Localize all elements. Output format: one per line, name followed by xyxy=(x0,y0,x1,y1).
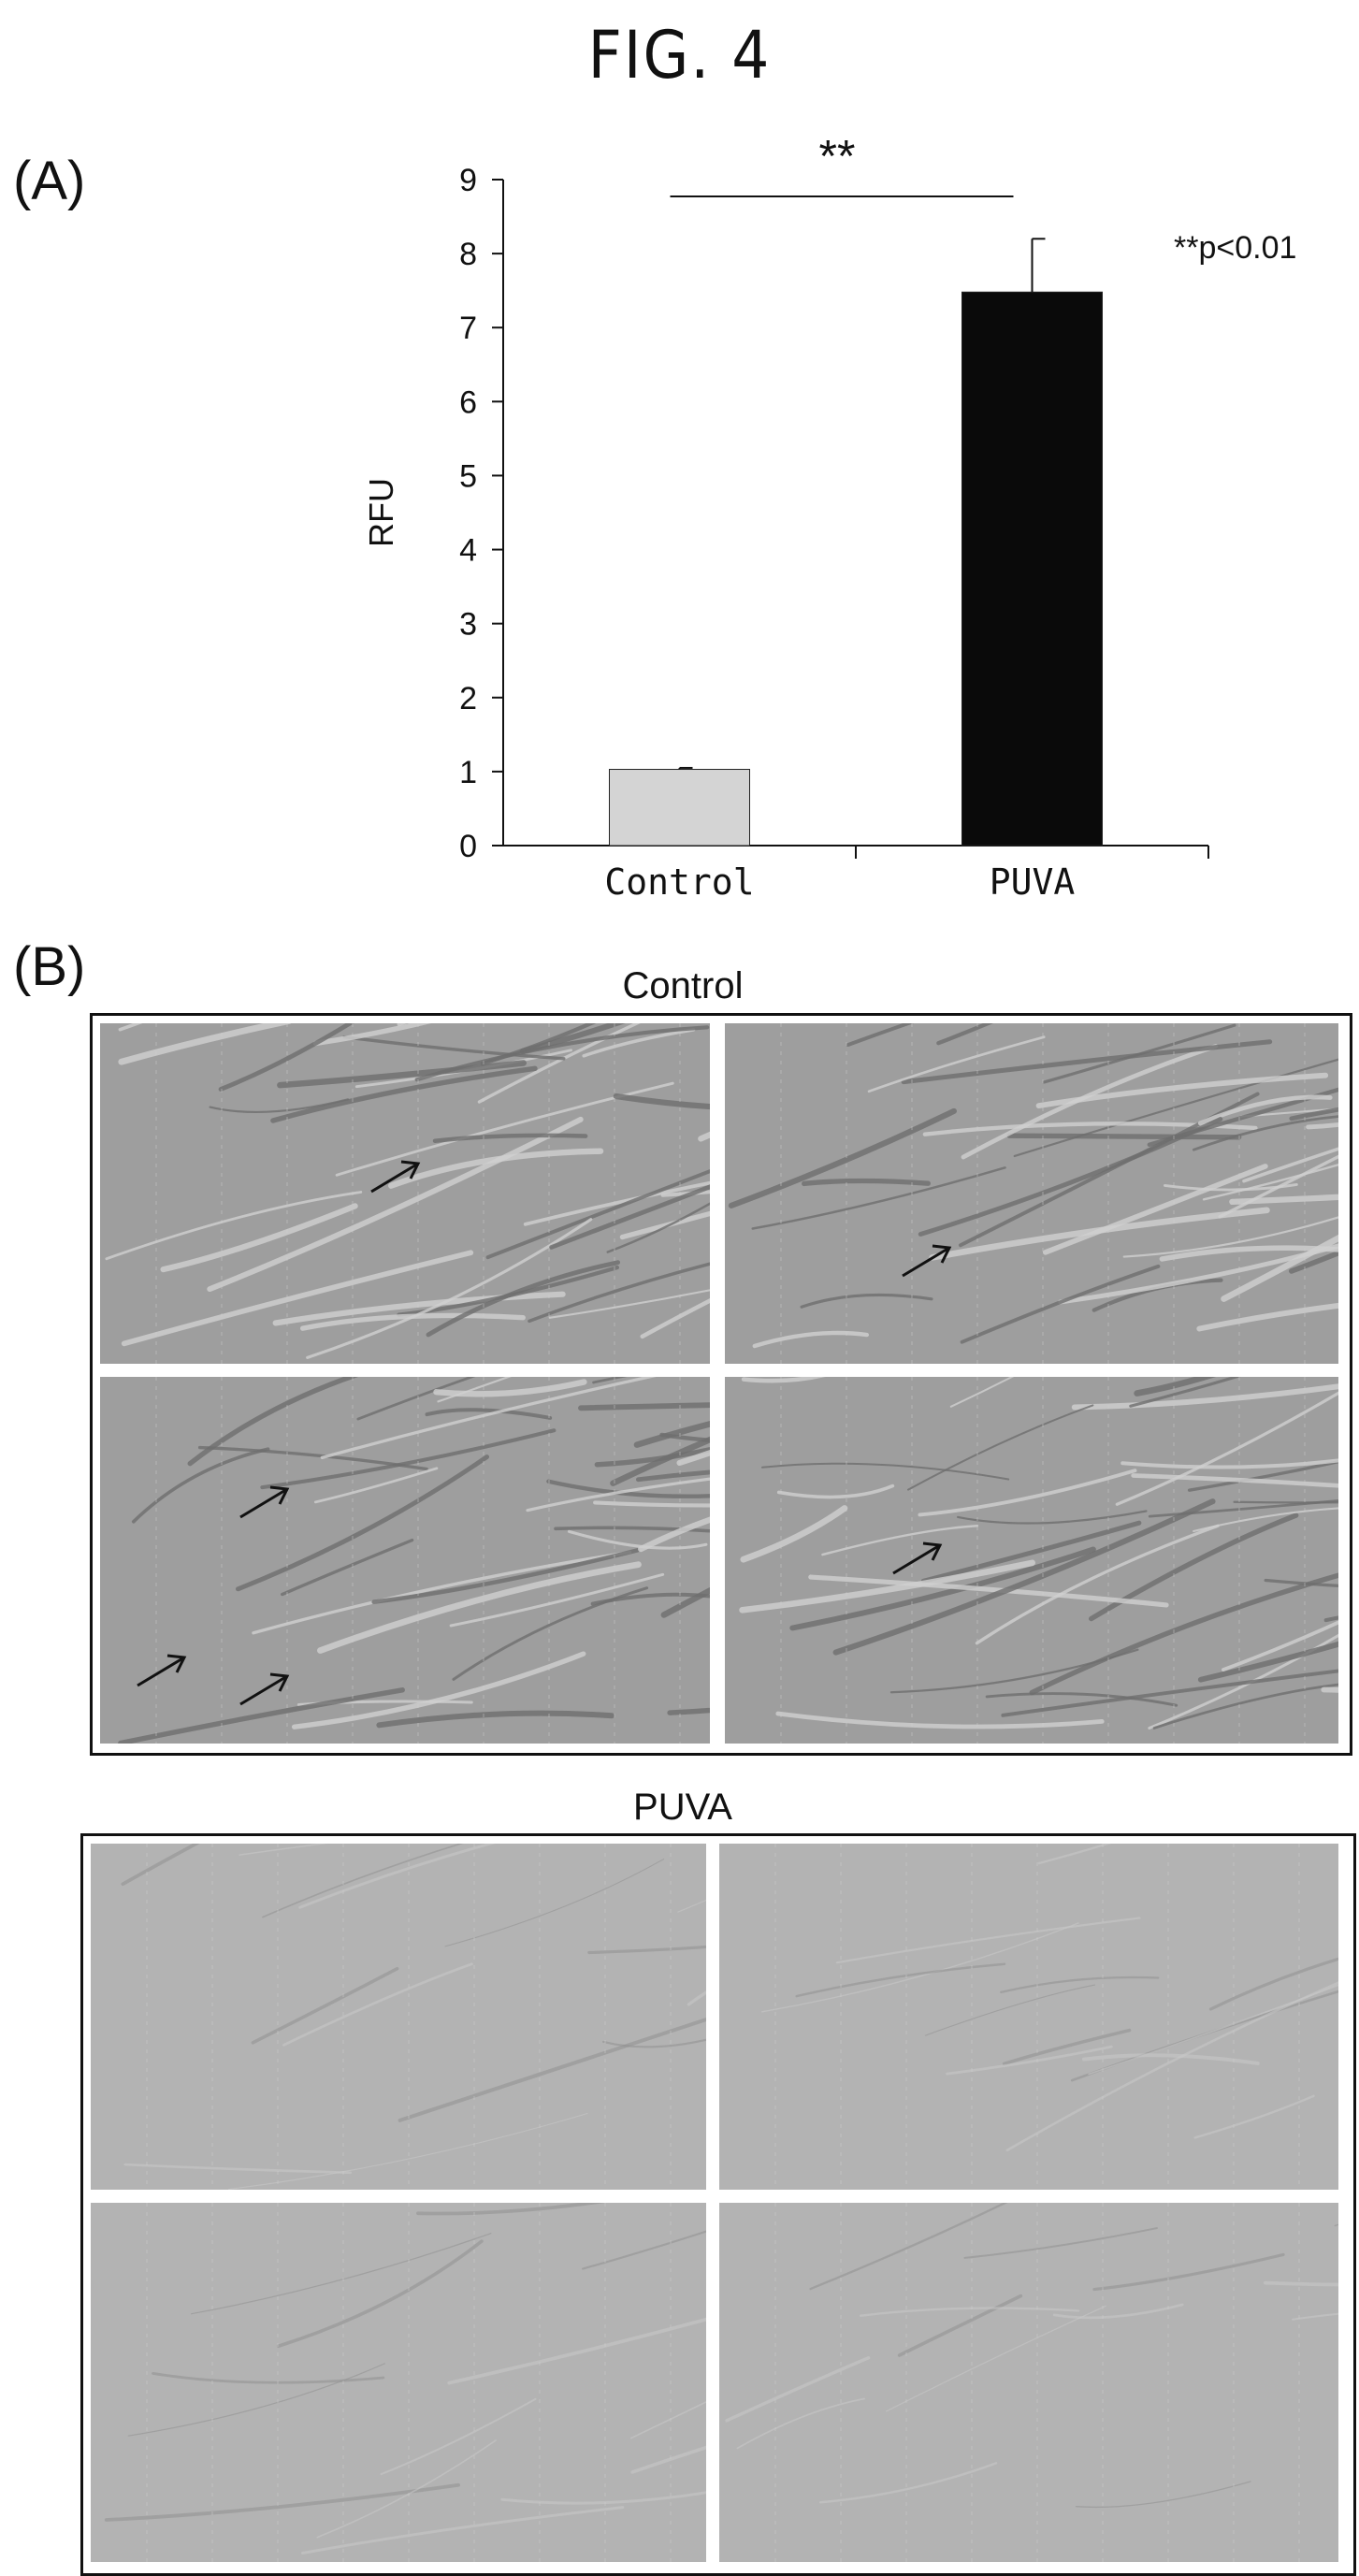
x-category-label: Control xyxy=(604,861,754,903)
micrograph-texture xyxy=(100,1377,710,1744)
puva-micrograph-panel xyxy=(80,1833,1356,2576)
micrograph-texture xyxy=(100,1023,710,1364)
puva-micrograph-4 xyxy=(719,2203,1338,2562)
micrograph-texture xyxy=(725,1377,1338,1744)
micrograph-texture xyxy=(91,2203,706,2562)
significance-marker: ** xyxy=(819,140,856,182)
chart-bars xyxy=(610,239,1103,846)
y-tick-label: 0 xyxy=(459,829,477,864)
puva-micrograph-1 xyxy=(91,1844,706,2190)
y-tick-label: 1 xyxy=(459,755,477,790)
puva-micrograph-2 xyxy=(719,1844,1338,2190)
micrograph-texture xyxy=(725,1023,1338,1364)
micrograph-texture xyxy=(91,1844,706,2190)
bar-chart: 0 1 2 3 4 5 6 7 8 9 Control PUVA RFU ** **p<0.01 xyxy=(0,140,1359,917)
figure-title: FIG. 4 xyxy=(0,17,1359,94)
micrograph-texture xyxy=(719,1844,1338,2190)
y-axis-label: RFU xyxy=(362,478,400,547)
puva-micrograph-3 xyxy=(91,2203,706,2562)
y-tick-label: 5 xyxy=(459,458,477,494)
bar-puva xyxy=(962,292,1103,846)
y-tick-label: 8 xyxy=(459,237,477,272)
y-tick-label: 2 xyxy=(459,681,477,716)
chart-labels: 0 1 2 3 4 5 6 7 8 9 Control PUVA RFU ** **p<0.01 xyxy=(362,140,1296,903)
control-micrograph-1 xyxy=(100,1023,710,1364)
control-micrograph-3 xyxy=(100,1377,710,1744)
control-micrograph-4 xyxy=(725,1377,1338,1744)
y-tick-label: 6 xyxy=(459,384,477,420)
y-tick-label: 3 xyxy=(459,607,477,643)
control-micrograph-2 xyxy=(725,1023,1338,1364)
puva-section-title: PUVA xyxy=(524,1787,842,1829)
y-tick-label: 4 xyxy=(459,533,477,569)
control-section-title: Control xyxy=(524,965,842,1007)
bar-control xyxy=(610,770,750,846)
p-value-annotation: **p<0.01 xyxy=(1174,230,1296,266)
y-tick-label: 9 xyxy=(459,163,477,198)
micrograph-texture xyxy=(719,2203,1338,2562)
y-tick-label: 7 xyxy=(459,311,477,346)
panel-b-label: (B) xyxy=(13,935,85,998)
control-micrograph-panel xyxy=(90,1013,1352,1756)
x-category-label: PUVA xyxy=(990,861,1076,903)
